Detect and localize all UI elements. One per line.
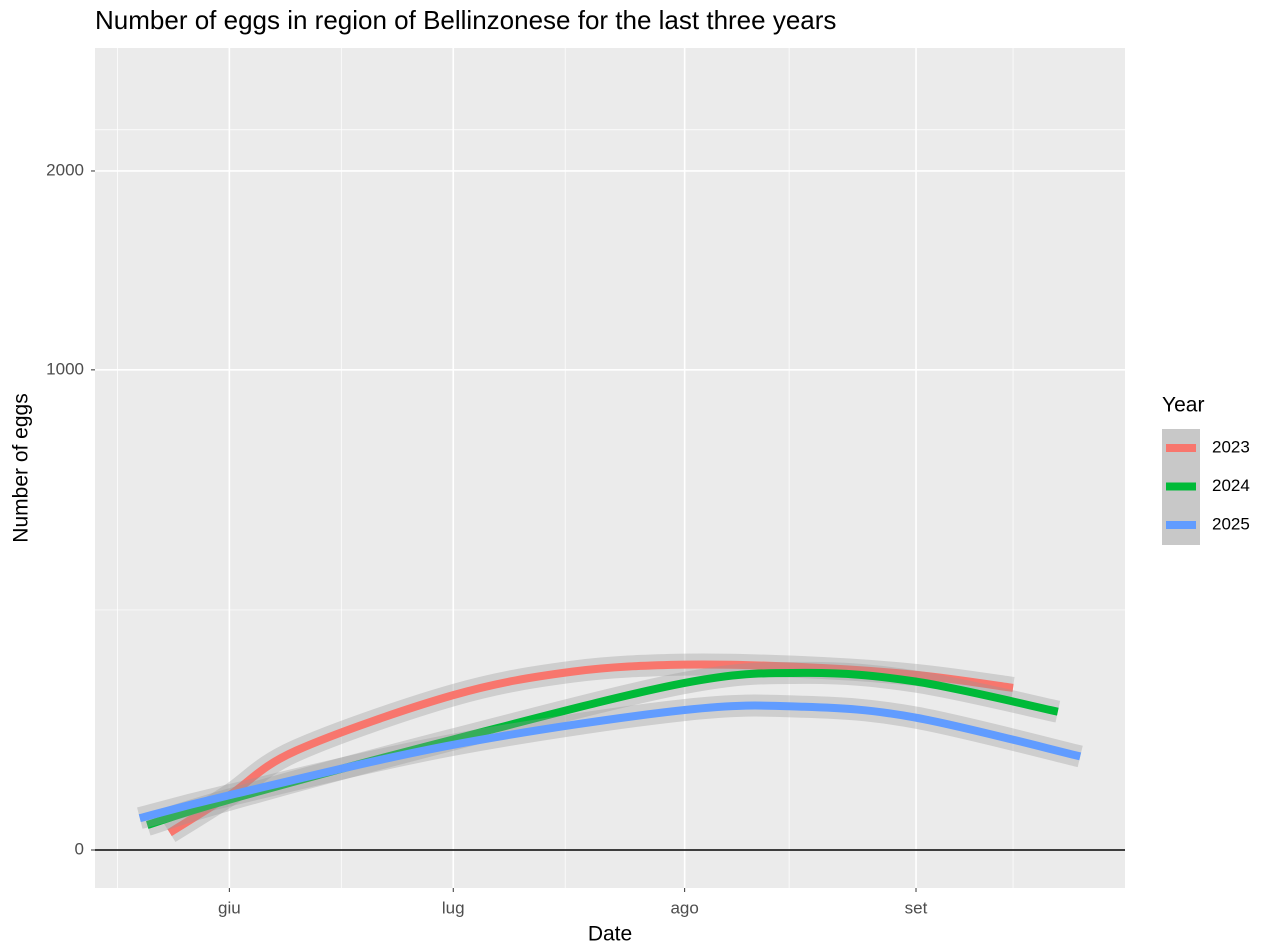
x-tick-label: giu <box>218 898 241 917</box>
x-tick-label: ago <box>670 898 698 917</box>
y-axis-label: Number of eggs <box>10 393 33 542</box>
y-tick-label: 2000 <box>46 160 84 179</box>
x-tick-label: set <box>905 898 928 917</box>
smooth-line <box>167 660 1014 837</box>
panel <box>95 48 1125 888</box>
legend-label: 2023 <box>1212 437 1250 456</box>
y-tick-label: 0 <box>75 839 84 858</box>
marks <box>95 653 1125 851</box>
smooth-line <box>138 701 1082 823</box>
legend-title: Year <box>1162 394 1204 417</box>
legend-label: 2025 <box>1212 514 1250 533</box>
chart-title: Number of eggs in region of Bellinzonese… <box>95 5 836 35</box>
legend: 2023 2024 2025 <box>1162 429 1250 545</box>
y-tick-label: 1000 <box>46 359 84 378</box>
x-tick-label: lug <box>442 898 465 917</box>
x-axis-label: Date <box>588 923 632 946</box>
legend-label: 2024 <box>1212 476 1250 495</box>
